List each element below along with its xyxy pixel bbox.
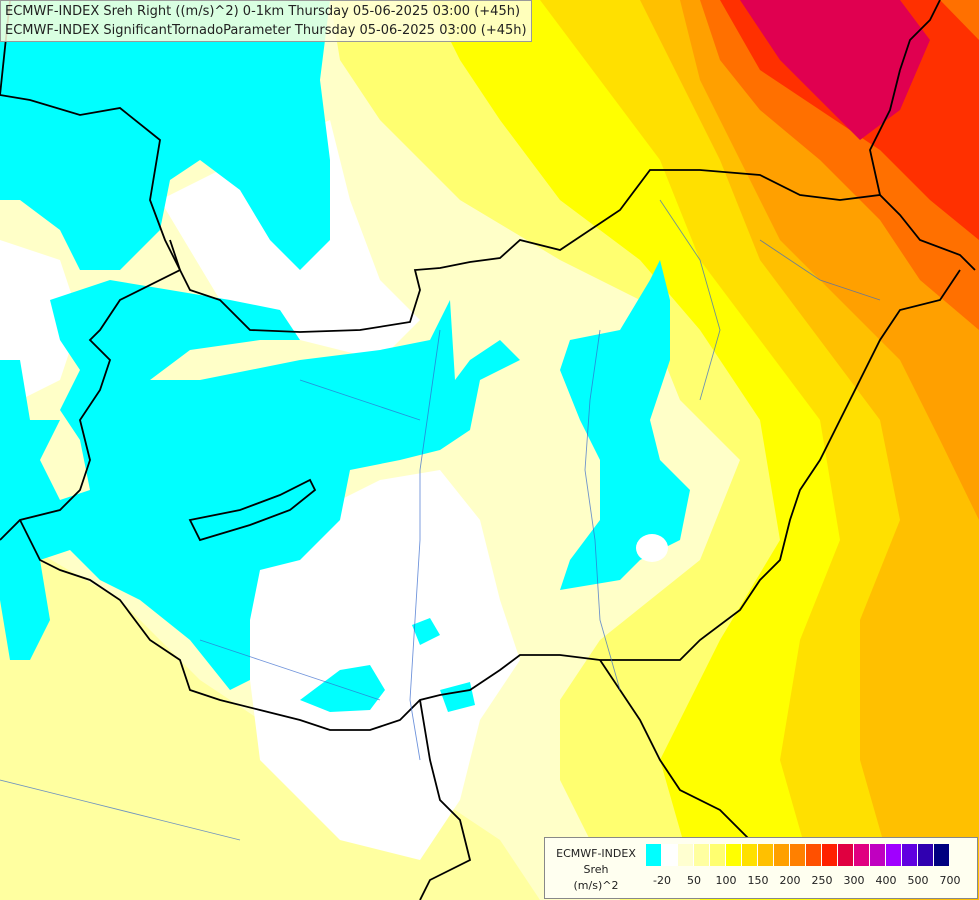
legend-swatch <box>790 844 806 866</box>
legend-title-line2: Sreh <box>583 863 609 876</box>
legend-title-line3: (m/s)^2 <box>573 879 619 892</box>
legend-tick-label: 400 <box>875 874 897 887</box>
map-title-line1: ECMWF-INDEX Sreh Right ((m/s)^2) 0-1km T… <box>5 4 521 19</box>
map-title-box: ECMWF-INDEX Sreh Right ((m/s)^2) 0-1km T… <box>0 0 532 42</box>
legend-tick-label: 200 <box>779 874 801 887</box>
legend-swatch <box>646 844 662 866</box>
legend-swatch <box>742 844 758 866</box>
legend-swatch <box>902 844 918 866</box>
legend-swatch <box>678 844 694 866</box>
color-legend: ECMWF-INDEX Sreh (m/s)^2 -20 50 100 150 200 2… <box>544 837 978 899</box>
legend-tick-label: 150 <box>747 874 769 887</box>
legend-swatch <box>758 844 774 866</box>
legend-tick-label: 100 <box>715 874 737 887</box>
legend-swatches <box>646 844 950 866</box>
legend-title: ECMWF-INDEX Sreh (m/s)^2 <box>549 846 643 894</box>
map-title-line2: ECMWF-INDEX SignificantTornadoParameter … <box>5 23 527 38</box>
legend-tick-label: 500 <box>907 874 929 887</box>
legend-swatch <box>662 844 678 866</box>
legend-swatch <box>854 844 870 866</box>
legend-swatch <box>934 844 950 866</box>
legend-tick-label: 250 <box>811 874 833 887</box>
legend-swatch <box>710 844 726 866</box>
legend-title-line1: ECMWF-INDEX <box>556 847 636 860</box>
legend-swatch <box>726 844 742 866</box>
legend-swatch <box>886 844 902 866</box>
legend-swatch <box>838 844 854 866</box>
legend-tick-label: 300 <box>843 874 865 887</box>
legend-tick-label: 700 <box>939 874 961 887</box>
legend-ticks: -20 50 100 150 200 250 300 400 500 700 <box>646 874 971 890</box>
legend-swatch <box>870 844 886 866</box>
legend-tick-label: 50 <box>687 874 701 887</box>
legend-swatch <box>918 844 934 866</box>
legend-swatch <box>774 844 790 866</box>
legend-swatch <box>694 844 710 866</box>
legend-swatch <box>822 844 838 866</box>
legend-tick-label: -20 <box>653 874 671 887</box>
legend-swatch <box>806 844 822 866</box>
